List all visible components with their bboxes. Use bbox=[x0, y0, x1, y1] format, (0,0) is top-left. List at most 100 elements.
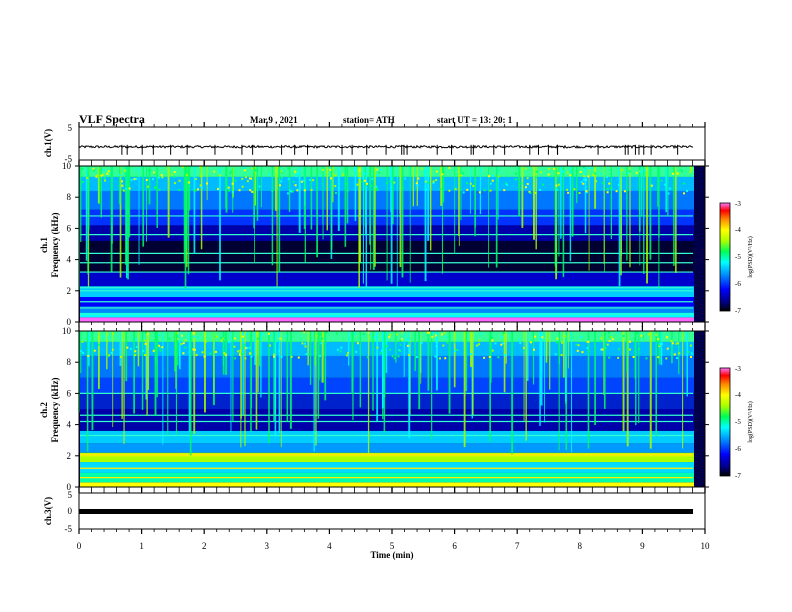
spectrogram-speckle bbox=[462, 172, 465, 175]
spectrogram-speckle bbox=[204, 340, 207, 343]
spectrogram-speckle bbox=[168, 337, 171, 340]
spectrogram-speckle bbox=[133, 178, 136, 181]
spectrogram-speckle bbox=[353, 332, 356, 335]
spectrogram-speckle bbox=[173, 182, 176, 185]
spectrogram-speckle bbox=[158, 188, 161, 191]
freq-tick-label: 4 bbox=[67, 420, 72, 430]
spectrogram-speckle bbox=[305, 353, 308, 356]
spectrogram-speckle bbox=[294, 170, 297, 173]
spectrogram-speckle bbox=[660, 179, 663, 182]
spectrogram-speckle bbox=[193, 335, 196, 338]
spectrogram-speckle bbox=[432, 182, 435, 185]
spectrogram-speckle bbox=[689, 171, 692, 174]
spectrogram-speckle bbox=[557, 183, 560, 186]
spectrogram-speckle bbox=[639, 170, 642, 173]
spectrogram-speckle bbox=[604, 333, 607, 336]
spectrogram-speckle bbox=[655, 340, 658, 343]
spectrogram-speckle bbox=[188, 185, 191, 188]
spectrogram-speckle bbox=[388, 348, 391, 351]
date-label: Mar.9 , 2021 bbox=[250, 115, 298, 125]
spectrogram-speckle bbox=[309, 179, 312, 182]
spectrogram-speckle bbox=[220, 340, 223, 343]
spectrogram-speckle bbox=[520, 182, 523, 185]
spectrogram-speckle bbox=[199, 166, 202, 169]
spectrogram-speckle bbox=[303, 189, 306, 192]
spectrogram-speckle bbox=[366, 356, 369, 359]
spectrogram-speckle bbox=[389, 333, 392, 336]
spectrogram-speckle bbox=[194, 177, 197, 180]
spectrogram-speckle bbox=[319, 333, 322, 336]
spectrogram-speckle bbox=[641, 335, 644, 338]
spectrogram-speckle bbox=[671, 342, 674, 345]
xtick-label: 6 bbox=[452, 541, 457, 551]
spectrogram-speckle bbox=[108, 354, 111, 357]
spectrogram-speckle bbox=[401, 186, 404, 189]
spectrogram-speckle bbox=[478, 339, 481, 342]
spectrogram-speckle bbox=[237, 350, 240, 353]
cb1-tick: -3 bbox=[735, 200, 741, 208]
spectrogram-speckle bbox=[529, 341, 532, 344]
x-axis-ticks bbox=[78, 122, 706, 534]
spectrogram-speckle bbox=[579, 170, 582, 173]
spectrogram-speckle bbox=[583, 175, 586, 178]
spectrogram-speckle bbox=[600, 337, 603, 340]
spectrogram-speckle bbox=[575, 343, 578, 346]
spectrogram-speckle bbox=[606, 188, 609, 191]
spectrogram-speckle bbox=[689, 166, 692, 169]
spectrogram-speckle bbox=[135, 345, 138, 348]
spectrogram-speckle bbox=[224, 354, 227, 357]
spectrogram-speckle bbox=[161, 346, 164, 349]
spectrogram-speckle bbox=[134, 354, 137, 357]
spectrogram-speckle bbox=[673, 353, 676, 356]
spectrogram-speckle bbox=[608, 182, 611, 185]
spectrogram-speckle bbox=[555, 341, 558, 344]
spectrogram-speckle bbox=[213, 170, 216, 173]
spectrogram-speckle bbox=[560, 354, 563, 357]
ch1-colorbar-gradient bbox=[719, 202, 731, 312]
spectrogram-speckle bbox=[181, 166, 184, 169]
spectrogram-speckle bbox=[233, 345, 236, 348]
spectrogram-speckle bbox=[228, 341, 231, 344]
spectrogram-speckle bbox=[425, 188, 428, 191]
spectrogram-speckle bbox=[246, 346, 249, 349]
spectrogram-speckle bbox=[526, 177, 529, 180]
spectrogram-speckle bbox=[534, 191, 537, 194]
spectrogram-speckle bbox=[228, 189, 231, 192]
spectrogram-speckle bbox=[426, 331, 429, 334]
freq-tick-label: 2 bbox=[67, 451, 72, 461]
ch2-freq-ticks: 0 2 4 6 8 10 bbox=[62, 326, 709, 492]
spectrogram-speckle bbox=[251, 167, 254, 170]
spectrogram-speckle bbox=[374, 185, 377, 188]
spectrogram-speckle bbox=[291, 190, 294, 193]
ch1-spec-channel-label: ch.1 bbox=[39, 237, 49, 253]
spectrogram-speckle bbox=[610, 186, 613, 189]
spectrogram-speckle bbox=[154, 186, 157, 189]
spectrogram-speckle bbox=[234, 357, 237, 360]
spectrogram-speckle bbox=[661, 343, 664, 346]
spectrogram-speckle bbox=[261, 333, 264, 336]
spectrogram-speckle bbox=[479, 332, 482, 335]
spectrogram-speckle bbox=[617, 331, 620, 334]
spectrogram-speckle bbox=[146, 332, 149, 335]
spectrogram-speckle bbox=[587, 175, 590, 178]
spectrogram-speckle bbox=[456, 348, 459, 351]
spectrogram-speckle bbox=[505, 182, 508, 185]
cb2-tick: -3 bbox=[735, 365, 741, 373]
spectrogram-speckle bbox=[489, 182, 492, 185]
ch1-colorbar: -3 -4 -5 -6 -7 log(PSD)(V²/Hz) bbox=[719, 200, 754, 315]
spectrogram-speckle bbox=[81, 181, 84, 184]
spectrogram-speckle bbox=[443, 331, 446, 334]
spectrogram-speckle bbox=[608, 340, 611, 343]
spectrogram-speckle bbox=[193, 348, 196, 351]
ch2-colorbar: -3 -4 -5 -6 -7 log(PSD)(V²/Hz) bbox=[719, 365, 754, 480]
spectrogram-speckle bbox=[319, 174, 322, 177]
spectrogram-speckle bbox=[655, 333, 658, 336]
spectrogram-speckle bbox=[416, 184, 419, 187]
spectrogram-speckle bbox=[555, 184, 558, 187]
spectrogram-speckle bbox=[542, 183, 545, 186]
spectrogram-speckle bbox=[632, 355, 635, 358]
ch1-ytick-top: 5 bbox=[68, 123, 73, 133]
spectrogram-speckle bbox=[587, 349, 590, 352]
spectrogram-speckle bbox=[518, 338, 521, 341]
spectrogram-speckle bbox=[466, 182, 469, 185]
